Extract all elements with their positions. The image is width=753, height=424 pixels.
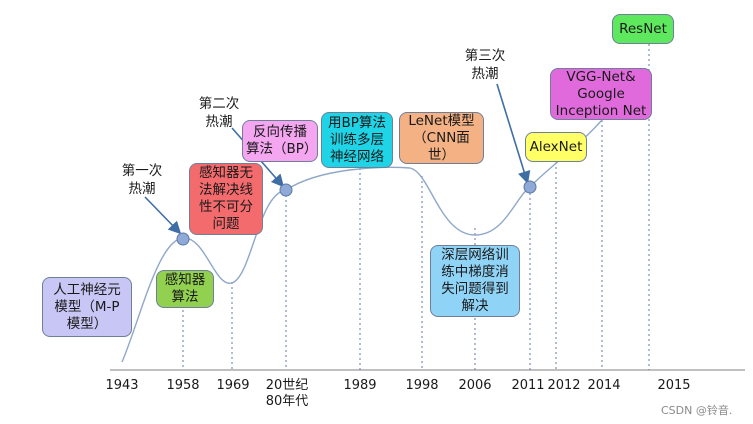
year-label-1943: 1943	[105, 378, 139, 393]
event-xor-problem: 感知器无 法解决线 性不可分 问题	[189, 163, 263, 235]
event-vanishing-gradient: 深层网络训 练中梯度消 失问题得到 解决	[430, 245, 520, 317]
first-wave-arrow	[144, 196, 182, 235]
second-wave-label: 第二次 热潮	[198, 96, 240, 130]
second-wave-dot	[279, 183, 293, 197]
third-wave-dot	[523, 180, 537, 194]
year-label-1969: 1969	[216, 378, 250, 393]
event-lenet: LeNet模型 （CNN面 世）	[399, 112, 484, 164]
year-label-1998: 1998	[405, 378, 439, 393]
event-perceptron: 感知器 算法	[156, 270, 214, 308]
year-label-2015: 2015	[657, 378, 691, 393]
year-label-1958: 1958	[166, 378, 200, 393]
event-backprop: 反向传播 算法（BP）	[242, 120, 318, 162]
event-alexnet: AlexNet	[525, 132, 587, 162]
third-wave-label: 第三次 热潮	[464, 48, 506, 82]
first-wave-label: 第一次 热潮	[121, 163, 163, 197]
year-label-2014: 2014	[587, 378, 621, 393]
event-bp-multilayer: 用BP算法 训练多层 神经网络	[321, 112, 393, 168]
year-label-2006: 2006	[458, 378, 492, 393]
year-label-2012: 2012	[547, 378, 581, 393]
year-label-1989: 1989	[343, 378, 377, 393]
third-wave-arrow	[496, 83, 531, 185]
year-label-2011: 2011	[511, 378, 545, 393]
event-resnet: ResNet	[612, 14, 674, 44]
first-wave-dot	[176, 232, 190, 246]
event-vgg-inception: VGG-Net& Google Inception Net	[550, 68, 652, 120]
year-label-1980s: 20世纪 80年代	[265, 378, 309, 409]
watermark: CSDN @铃音.	[661, 404, 733, 417]
event-mp-model: 人工神经元 模型（M-P 模型）	[42, 277, 132, 337]
